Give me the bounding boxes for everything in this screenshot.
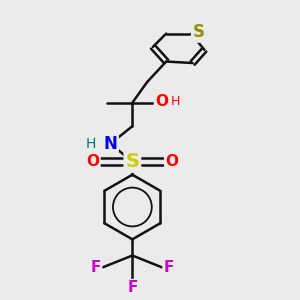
Text: F: F (164, 260, 174, 275)
Text: F: F (127, 280, 138, 295)
Text: N: N (103, 135, 117, 153)
Text: O: O (86, 154, 99, 169)
Text: H: H (171, 95, 180, 108)
Text: H: H (86, 137, 96, 151)
Text: S: S (125, 152, 140, 171)
Text: O: O (166, 154, 178, 169)
Text: O: O (155, 94, 168, 109)
Text: S: S (193, 23, 205, 41)
Text: F: F (90, 260, 101, 275)
